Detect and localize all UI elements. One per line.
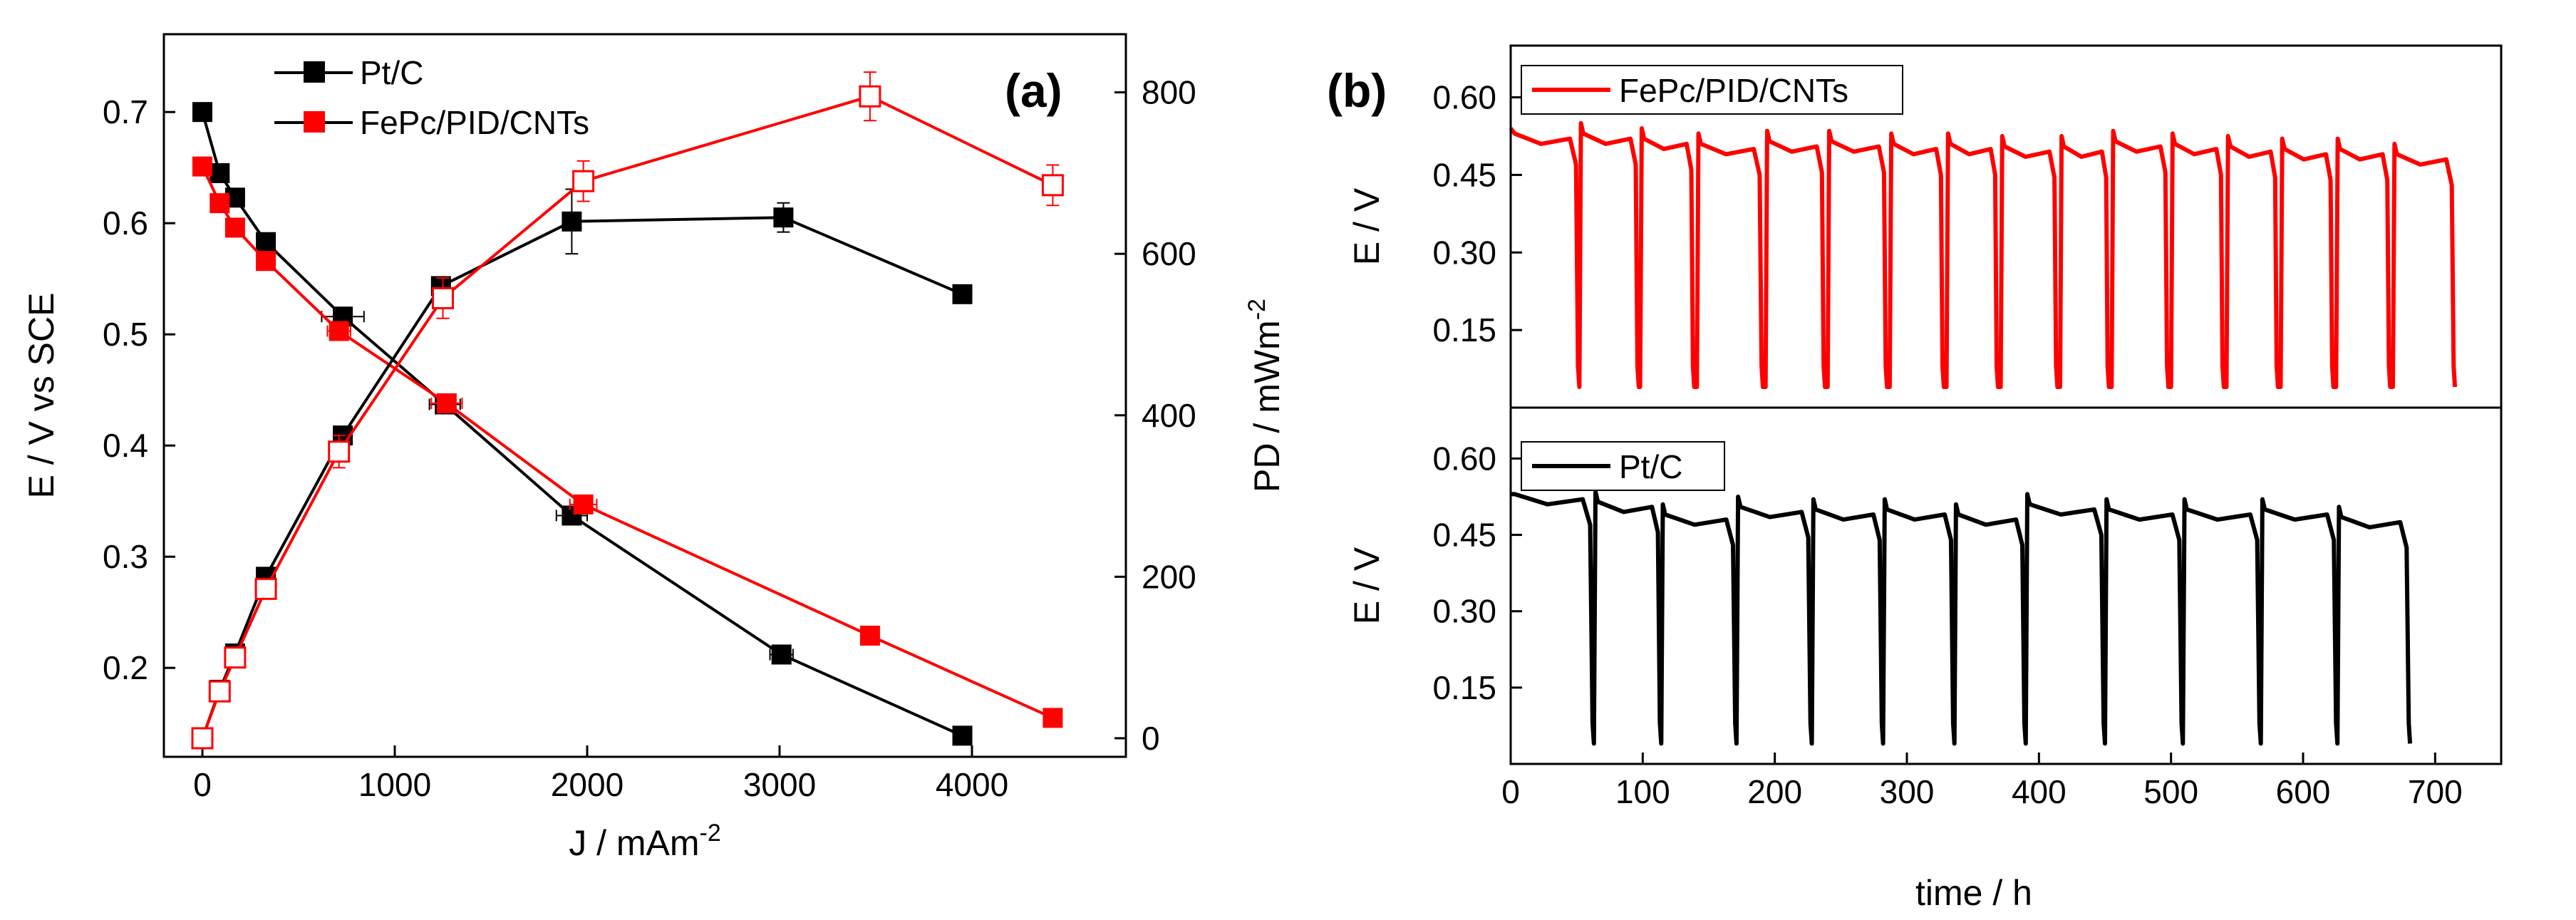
x-tick-label: 100 [1615, 773, 1670, 810]
data-point [210, 163, 230, 183]
panel-b-bottom-legend: Pt/C [1521, 441, 1725, 491]
panel-b-label: (b) [1327, 64, 1387, 117]
legend-label-pt-c-b: Pt/C [1619, 448, 1682, 485]
panel-b: 0.150.300.450.60 0 100 200 300 400 500 600 7000… [1327, 44, 2503, 913]
panel-a-plot-area: 0 1000 2000 3000 4000 0.2 0.3 0.4 0.5 0.6 0.7 0 200 4… [103, 71, 1196, 803]
panel-a: 0 1000 2000 3000 4000 0.2 0.3 0.4 0.5 0.6 0.7 0 200 4… [21, 33, 1287, 863]
panel-a-y2-axis-label: PD / mWm-2 [1243, 299, 1287, 492]
panel-a-legend: Pt/C FePc/PID/CNTs [274, 54, 589, 141]
y-tick-label: 0.7 [103, 93, 148, 130]
panel-b-bottom-plot-area: 0 100 200 300 400 500 600 700 0.15 0.30 0.45 0.60 [1432, 440, 2462, 810]
data-point [573, 494, 594, 515]
data-point [208, 680, 231, 703]
voltage-trace-1 [1511, 489, 2413, 746]
panel-a-frame [162, 33, 1127, 758]
panel-b-bottom-y-axis-label: E / V [1347, 547, 1387, 624]
data-point [773, 207, 794, 228]
y-tick-label: 0.30 [1432, 593, 1496, 630]
legend-swatch-fepc-marker [304, 111, 325, 133]
data-point [436, 393, 457, 413]
y-tick-label: 0.30 [1432, 234, 1496, 271]
data-point [1041, 174, 1064, 197]
y2-tick-label: 600 [1142, 235, 1196, 272]
legend-item-fepc: FePc/PID/CNTs [274, 104, 589, 141]
y-tick-label: 0.4 [103, 427, 148, 464]
data-point [329, 321, 349, 341]
y-tick-label: 0.5 [103, 316, 148, 353]
data-point [192, 102, 212, 123]
data-point [771, 644, 792, 665]
y-tick-label: 0.3 [103, 538, 148, 575]
panel-b-top-legend: FePc/PID/CNTs [1521, 65, 1903, 115]
data-point [328, 440, 351, 463]
data-point [254, 577, 277, 600]
legend-item-pt-c: Pt/C [274, 54, 423, 91]
x-tick-label: 0 [193, 766, 212, 803]
y-tick-label: 0.6 [103, 205, 148, 242]
x-tick-label: 300 [1880, 773, 1935, 810]
panel-a-y-axis-label: E / V vs SCE [21, 293, 61, 499]
y-tick-label: 0.45 [1432, 517, 1496, 554]
data-point [224, 217, 245, 238]
x-tick-label: 600 [2276, 773, 2331, 810]
legend-label-fepc-b: FePc/PID/CNTs [1619, 72, 1848, 109]
panel-b-x-axis-label: time / h [1915, 873, 2032, 913]
data-point [191, 727, 214, 750]
data-point [859, 625, 880, 646]
x-tick-label: 0 [1501, 773, 1520, 810]
data-point [1043, 708, 1063, 728]
data-point [952, 284, 973, 304]
data-point [256, 251, 276, 272]
y-tick-label: 0.45 [1432, 156, 1496, 193]
data-point [210, 193, 230, 214]
data-point [572, 170, 595, 192]
data-point [952, 725, 973, 746]
y-tick-label: 0.60 [1432, 79, 1496, 116]
data-point [256, 232, 276, 252]
x-tick-label: 4000 [936, 766, 1008, 803]
x-tick-label: 1000 [358, 766, 431, 803]
panel-a-x-axis-label: J / mAm-2 [569, 820, 721, 863]
data-point [432, 286, 454, 309]
data-point [192, 156, 212, 177]
data-point [859, 85, 881, 108]
y-tick-label: 0.60 [1432, 440, 1496, 477]
panel-b-top-y-axis-label: E / V [1347, 187, 1387, 265]
legend-label-fepc: FePc/PID/CNTs [360, 104, 589, 141]
y2-tick-label: 400 [1142, 397, 1196, 434]
legend-label-pt-c: Pt/C [360, 54, 423, 91]
panel-a-label: (a) [1005, 64, 1062, 117]
panel-b-top-plot-area: 0.15 0.30 0.45 0.60 [1432, 79, 2458, 389]
data-point [562, 211, 582, 232]
x-tick-label: 200 [1747, 773, 1802, 810]
x-tick-label: 400 [2012, 773, 2067, 810]
y-tick-label: 0.2 [103, 649, 148, 686]
y2-tick-label: 200 [1142, 558, 1196, 595]
x-tick-label: 700 [2408, 773, 2463, 810]
x-tick-label: 500 [2143, 773, 2198, 810]
y-tick-label: 0.15 [1432, 669, 1496, 706]
panel-b-frame [1509, 44, 2503, 765]
x-tick-label: 2000 [551, 766, 624, 803]
voltage-trace-0 [1509, 120, 2458, 389]
y-tick-label: 0.15 [1432, 311, 1496, 348]
data-point [224, 646, 247, 669]
legend-swatch-pt-c-marker [304, 61, 325, 83]
y2-tick-label: 800 [1142, 74, 1196, 111]
y2-tick-label: 0 [1142, 720, 1160, 757]
x-tick-label: 3000 [743, 766, 816, 803]
